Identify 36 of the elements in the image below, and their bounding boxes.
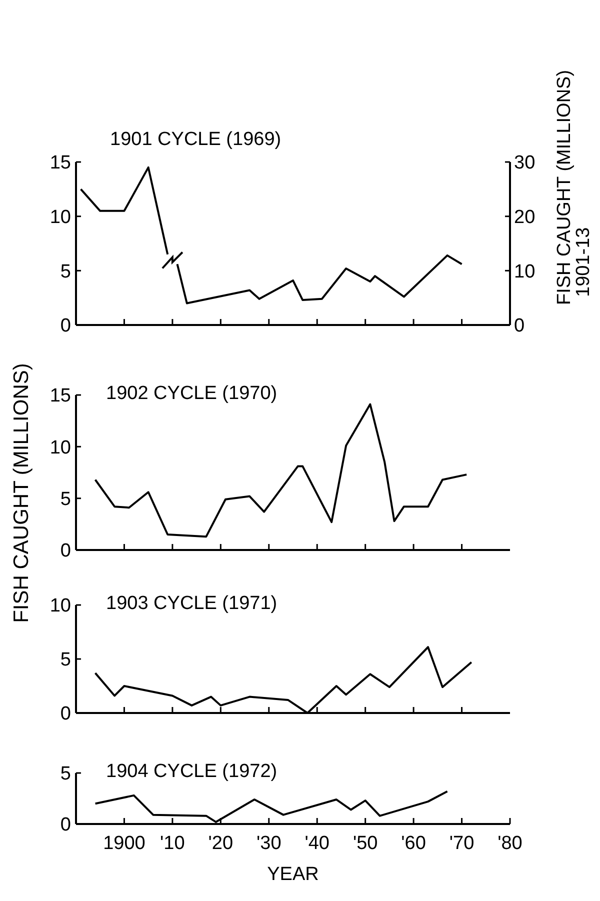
x-tick-label: '30 xyxy=(256,833,282,854)
y2-tick-label: 10 xyxy=(514,261,536,282)
chart-title: 1901 CYCLE (1969) xyxy=(110,129,282,150)
line-series xyxy=(80,166,169,256)
chart-title: 1903 CYCLE (1971) xyxy=(106,593,278,614)
y-tick-label: 5 xyxy=(60,261,71,282)
x-tick-label: '70 xyxy=(449,833,474,854)
chart-title: 1902 CYCLE (1970) xyxy=(106,383,278,404)
y-tick-label: 5 xyxy=(60,650,71,671)
y-tick-label: 10 xyxy=(50,596,71,617)
y2-tick-label: 20 xyxy=(514,206,536,228)
x-tick-label: '80 xyxy=(498,833,522,854)
x-tick-label: '20 xyxy=(208,833,234,854)
x-axis-title: YEAR xyxy=(267,864,319,885)
y-tick-label: 5 xyxy=(60,764,71,785)
y-tick-label: 10 xyxy=(50,206,71,228)
y2-tick-label: 30 xyxy=(514,152,536,174)
x-tick-label: '40 xyxy=(304,833,330,854)
x-tick-label: 1900 xyxy=(103,833,146,854)
y-axis-title: FISH CAUGHT (MILLIONS) xyxy=(10,363,33,623)
line-series xyxy=(94,403,468,538)
chart-title: 1904 CYCLE (1972) xyxy=(106,761,278,782)
x-tick-label: '60 xyxy=(401,833,426,854)
y-tick-label: 0 xyxy=(60,316,71,337)
y-tick-label: 0 xyxy=(60,540,71,562)
y-tick-label: 15 xyxy=(50,386,71,407)
y2-tick-label: 0 xyxy=(514,316,525,337)
y2-axis-title: FISH CAUGHT (MILLIONS) 1901-13 xyxy=(554,70,594,305)
y-tick-label: 5 xyxy=(60,488,71,510)
y-tick-label: 0 xyxy=(60,814,71,836)
x-tick-label: '50 xyxy=(352,833,378,854)
line-series xyxy=(176,254,463,304)
y-tick-label: 0 xyxy=(60,704,71,725)
x-tick-label: '10 xyxy=(160,833,185,854)
y-tick-label: 10 xyxy=(50,437,71,458)
y-tick-label: 15 xyxy=(50,152,71,174)
